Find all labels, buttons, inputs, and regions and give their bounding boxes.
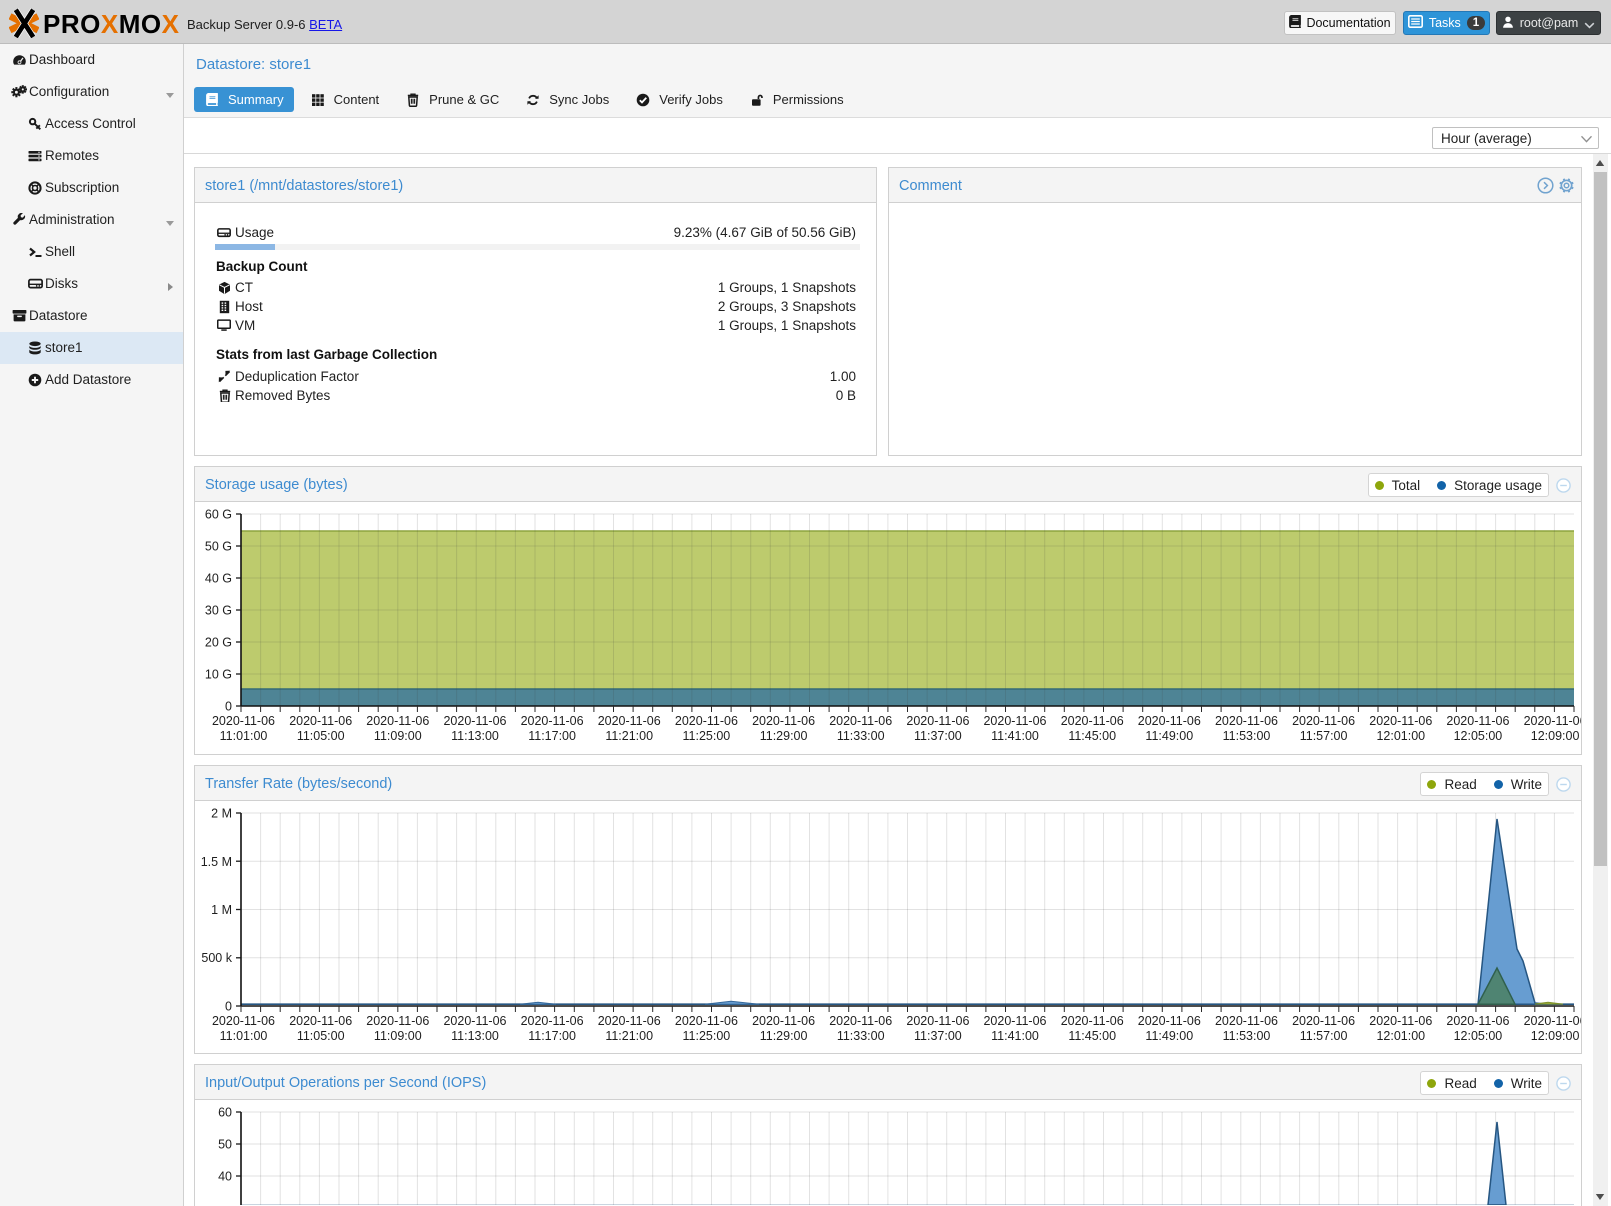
svg-text:2020-11-06: 2020-11-06	[443, 714, 506, 728]
svg-text:2020-11-06: 2020-11-06	[1061, 1014, 1124, 1028]
svg-text:2020-11-06: 2020-11-06	[1138, 1014, 1201, 1028]
svg-text:11:57:00: 11:57:00	[1300, 1029, 1348, 1043]
svg-text:10 G: 10 G	[205, 668, 232, 682]
svg-text:12:05:00: 12:05:00	[1454, 1029, 1503, 1043]
svg-text:2020-11-06: 2020-11-06	[675, 1014, 738, 1028]
svg-text:2020-11-06: 2020-11-06	[752, 714, 815, 728]
svg-text:11:41:00: 11:41:00	[991, 729, 1039, 743]
svg-text:11:37:00: 11:37:00	[914, 729, 962, 743]
svg-text:40: 40	[218, 1170, 232, 1184]
svg-text:11:01:00: 11:01:00	[220, 729, 268, 743]
svg-text:60 G: 60 G	[205, 508, 232, 522]
svg-text:2020-11-06: 2020-11-06	[366, 714, 429, 728]
svg-text:2020-11-06: 2020-11-06	[1524, 714, 1581, 728]
svg-text:11:33:00: 11:33:00	[837, 729, 885, 743]
svg-text:2020-11-06: 2020-11-06	[1292, 1014, 1355, 1028]
svg-text:11:29:00: 11:29:00	[760, 1029, 808, 1043]
svg-text:50: 50	[218, 1138, 232, 1152]
svg-text:11:01:00: 11:01:00	[220, 1029, 268, 1043]
svg-text:11:13:00: 11:13:00	[451, 729, 499, 743]
svg-text:2020-11-06: 2020-11-06	[598, 1014, 661, 1028]
svg-text:11:21:00: 11:21:00	[605, 729, 653, 743]
svg-text:2020-11-06: 2020-11-06	[212, 714, 275, 728]
svg-text:11:33:00: 11:33:00	[837, 1029, 885, 1043]
svg-text:2020-11-06: 2020-11-06	[906, 714, 969, 728]
svg-text:30 G: 30 G	[205, 604, 232, 618]
svg-text:12:01:00: 12:01:00	[1376, 1029, 1425, 1043]
svg-text:2020-11-06: 2020-11-06	[829, 714, 892, 728]
svg-text:2020-11-06: 2020-11-06	[289, 714, 352, 728]
svg-text:40 G: 40 G	[205, 572, 232, 586]
svg-text:2020-11-06: 2020-11-06	[1292, 714, 1355, 728]
svg-text:2020-11-06: 2020-11-06	[1446, 714, 1509, 728]
svg-text:2020-11-06: 2020-11-06	[521, 1014, 584, 1028]
svg-text:12:01:00: 12:01:00	[1376, 729, 1425, 743]
svg-text:2020-11-06: 2020-11-06	[1215, 714, 1278, 728]
svg-text:11:53:00: 11:53:00	[1223, 729, 1271, 743]
svg-text:2020-11-06: 2020-11-06	[752, 1014, 815, 1028]
svg-text:11:13:00: 11:13:00	[451, 1029, 499, 1043]
svg-text:2020-11-06: 2020-11-06	[366, 1014, 429, 1028]
svg-text:11:05:00: 11:05:00	[297, 729, 345, 743]
svg-text:0: 0	[225, 1000, 232, 1014]
svg-text:11:37:00: 11:37:00	[914, 1029, 962, 1043]
svg-text:20 G: 20 G	[205, 636, 232, 650]
svg-text:60: 60	[218, 1106, 232, 1120]
svg-text:11:25:00: 11:25:00	[683, 1029, 731, 1043]
svg-text:11:21:00: 11:21:00	[605, 1029, 653, 1043]
svg-text:2020-11-06: 2020-11-06	[1061, 714, 1124, 728]
svg-text:2020-11-06: 2020-11-06	[1138, 714, 1201, 728]
svg-text:11:05:00: 11:05:00	[297, 1029, 345, 1043]
svg-text:12:05:00: 12:05:00	[1454, 729, 1503, 743]
svg-text:2020-11-06: 2020-11-06	[1369, 1014, 1432, 1028]
svg-text:11:41:00: 11:41:00	[991, 1029, 1039, 1043]
svg-text:1.5 M: 1.5 M	[201, 855, 232, 869]
svg-text:2020-11-06: 2020-11-06	[1215, 1014, 1278, 1028]
svg-text:11:53:00: 11:53:00	[1223, 1029, 1271, 1043]
svg-text:0: 0	[225, 700, 232, 714]
svg-text:2020-11-06: 2020-11-06	[829, 1014, 892, 1028]
svg-text:2020-11-06: 2020-11-06	[906, 1014, 969, 1028]
svg-text:50 G: 50 G	[205, 540, 232, 554]
svg-text:11:45:00: 11:45:00	[1068, 1029, 1116, 1043]
svg-text:11:17:00: 11:17:00	[528, 1029, 576, 1043]
svg-text:11:57:00: 11:57:00	[1300, 729, 1348, 743]
svg-text:11:25:00: 11:25:00	[683, 729, 731, 743]
svg-text:2020-11-06: 2020-11-06	[983, 1014, 1046, 1028]
svg-text:11:49:00: 11:49:00	[1145, 729, 1193, 743]
svg-text:2020-11-06: 2020-11-06	[289, 1014, 352, 1028]
svg-text:11:09:00: 11:09:00	[374, 1029, 422, 1043]
svg-text:2020-11-06: 2020-11-06	[1446, 1014, 1509, 1028]
svg-text:11:49:00: 11:49:00	[1145, 1029, 1193, 1043]
svg-text:1 M: 1 M	[211, 903, 232, 917]
svg-text:12:09:00: 12:09:00	[1531, 1029, 1580, 1043]
svg-text:11:29:00: 11:29:00	[760, 729, 808, 743]
svg-text:2020-11-06: 2020-11-06	[212, 1014, 275, 1028]
svg-text:2020-11-06: 2020-11-06	[675, 714, 738, 728]
svg-text:2 M: 2 M	[211, 807, 232, 821]
svg-text:2020-11-06: 2020-11-06	[983, 714, 1046, 728]
svg-text:11:09:00: 11:09:00	[374, 729, 422, 743]
svg-text:11:45:00: 11:45:00	[1068, 729, 1116, 743]
svg-text:2020-11-06: 2020-11-06	[443, 1014, 506, 1028]
svg-text:12:09:00: 12:09:00	[1531, 729, 1580, 743]
svg-text:2020-11-06: 2020-11-06	[521, 714, 584, 728]
svg-text:500 k: 500 k	[201, 951, 232, 965]
svg-text:2020-11-06: 2020-11-06	[1524, 1014, 1581, 1028]
svg-text:11:17:00: 11:17:00	[528, 729, 576, 743]
svg-text:2020-11-06: 2020-11-06	[1369, 714, 1432, 728]
svg-text:2020-11-06: 2020-11-06	[598, 714, 661, 728]
